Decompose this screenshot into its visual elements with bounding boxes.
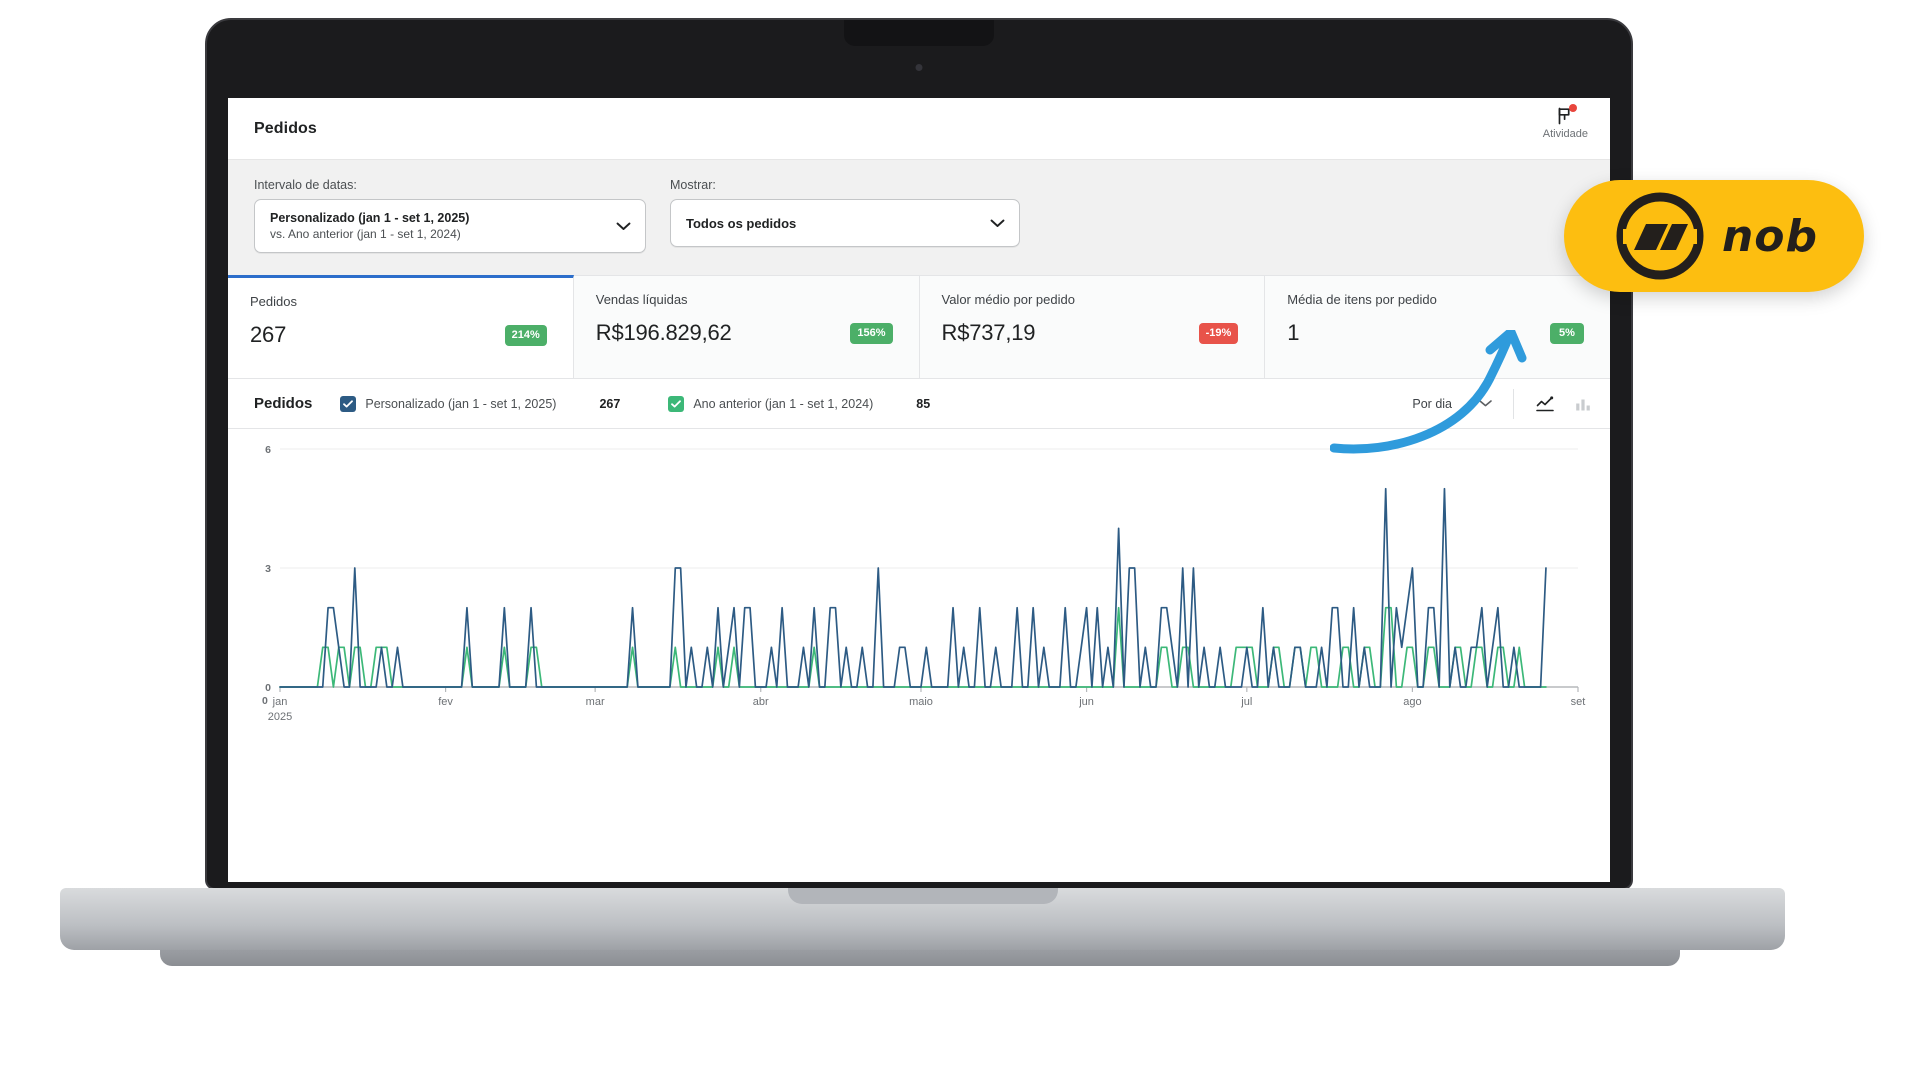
x-tick-month: abr [752,696,769,708]
x-tick-label: mar [586,695,605,710]
x-tick-label: abr [753,695,769,710]
kpi-badge: 214% [504,324,547,346]
legend-checkbox[interactable] [668,395,685,412]
kpi-title: Vendas líquidas [595,292,688,307]
laptop-foot [160,950,1680,966]
dashboard-app: Pedidos Atividade Inter [228,98,1610,882]
x-tick-month: maio [909,696,933,708]
kpi-value: 1 [1287,320,1300,345]
laptop-camera [915,64,923,71]
x-tick-label: jan 2025 [268,695,292,725]
y-tick-label: 6 [265,444,271,456]
chart-series-line [279,487,1547,688]
bar-chart-icon[interactable] [1566,389,1600,419]
legend-label: Ano anterior (jan 1 - set 1, 2024) [693,396,874,411]
x-tick-month: ago [1403,696,1422,708]
show-select[interactable]: Todos os pedidos [670,199,1020,247]
legend-item[interactable]: Personalizado (jan 1 - set 1, 2025) 267 [340,395,621,412]
kpi-value: R$196.829,62 [595,320,732,345]
legend-value: 267 [599,396,621,411]
date-range-primary: Personalizado (jan 1 - set 1, 2025) [270,211,470,225]
line-chart-icon[interactable] [1528,389,1562,419]
kpi-title: Valor médio por pedido [941,292,1075,307]
show-label: Mostrar: [670,178,716,192]
line-chart-svg: 0 3 6 [265,444,1579,694]
kpi-badge: 156% [850,322,893,344]
brand-wordmark: nob [1721,210,1819,262]
x-tick-month: jul [1241,696,1253,708]
kpi-title: Média de itens por pedido [1287,292,1437,307]
brand-badge: nob [1564,180,1864,292]
flag-icon [1555,104,1578,126]
x-tick-month: fev [438,696,453,708]
laptop-notch [844,20,994,46]
chevron-down-icon [990,219,1005,227]
x-tick-label: jun [1079,695,1094,710]
kpi-badge: -19% [1198,322,1239,344]
y-tick-label: 0 [265,682,271,693]
kpi-row: Pedidos 267 214% Vendas líquidas R$196.829,6… [228,275,1610,379]
notification-dot [1569,104,1578,112]
kpi-value: 267 [250,322,287,347]
x-tick-month: set [1570,696,1586,708]
activity-button[interactable]: Atividade [1542,104,1588,140]
y-tick-label: 3 [265,563,271,575]
date-range-select[interactable]: Personalizado (jan 1 - set 1, 2025) vs. … [254,199,646,253]
x-tick-label: maio [909,695,933,710]
kpi-value-row: R$737,19 -19% [942,320,1243,346]
x-tick-label: ago [1403,695,1421,710]
x-tick-label: set [1571,695,1586,710]
date-range-secondary: vs. Ano anterior (jan 1 - set 1, 2024) [270,227,461,241]
chart-legend: Personalizado (jan 1 - set 1, 2025) 267 An… [340,395,931,412]
kpi-value-row: R$196.829,62 156% [596,320,897,346]
kpi-card[interactable]: Pedidos 267 214% [228,275,574,378]
nob-monogram-icon [1616,192,1704,280]
show-value: Todos os pedidos [686,215,797,231]
granularity-value: Por dia [1412,396,1452,411]
kpi-value-row: 1 5% [1287,320,1588,346]
chart-header: Pedidos Personalizado (jan 1 - set 1, 20… [228,379,1610,429]
x-tick-year: 2025 [267,711,293,723]
app-header: Pedidos Atividade [228,98,1610,160]
kpi-card[interactable]: Média de itens por pedido 1 5% [1265,276,1610,378]
legend-value: 85 [916,396,931,411]
x-axis-zero-label: 0 [262,695,268,707]
laptop-base-notch [787,888,1058,904]
date-range-text: Personalizado (jan 1 - set 1, 2025) vs. … [270,211,469,241]
x-tick-label: jul [1241,695,1252,710]
filter-bar: Intervalo de datas: Personalizado (jan 1… [228,160,1610,275]
chart-title: Pedidos [254,395,313,412]
laptop-screen: Pedidos Atividade Inter [228,98,1610,882]
kpi-title: Pedidos [250,294,297,309]
activity-label: Atividade [1542,128,1588,140]
laptop-base [60,888,1785,950]
x-tick-month: mar [585,696,605,708]
chart-type-group [1513,388,1600,419]
chart-panel: Pedidos Personalizado (jan 1 - set 1, 20… [228,379,1610,743]
kpi-value-row: 267 214% [250,322,551,348]
chart-plot-area: 0 3 6 [252,441,1586,694]
kpi-card[interactable]: Vendas líquidas R$196.829,62 156% [574,276,920,378]
show-filter: Mostrar: Todos os pedidos [670,178,1020,247]
legend-item[interactable]: Ano anterior (jan 1 - set 1, 2024) 85 [668,395,931,412]
legend-checkbox[interactable] [340,395,357,412]
x-tick-month: jun [1079,696,1094,708]
x-tick-label: fev [438,695,453,710]
kpi-value: R$737,19 [941,320,1036,345]
granularity-select[interactable]: Por dia [1402,391,1503,417]
chevron-down-icon [616,222,631,230]
kpi-card[interactable]: Valor médio por pedido R$737,19 -19% [920,276,1266,378]
date-range-label: Intervalo de datas: [254,178,357,192]
page-title: Pedidos [254,119,317,137]
kpi-badge: 5% [1550,322,1584,344]
date-range-filter: Intervalo de datas: Personalizado (jan 1… [254,178,646,253]
legend-label: Personalizado (jan 1 - set 1, 2025) [365,396,557,411]
x-tick-month: jan [272,696,288,708]
chevron-down-icon [1479,400,1492,407]
x-axis-labels: 0 jan 2025 fev mar abr maio jun jul ago set [252,695,1586,735]
